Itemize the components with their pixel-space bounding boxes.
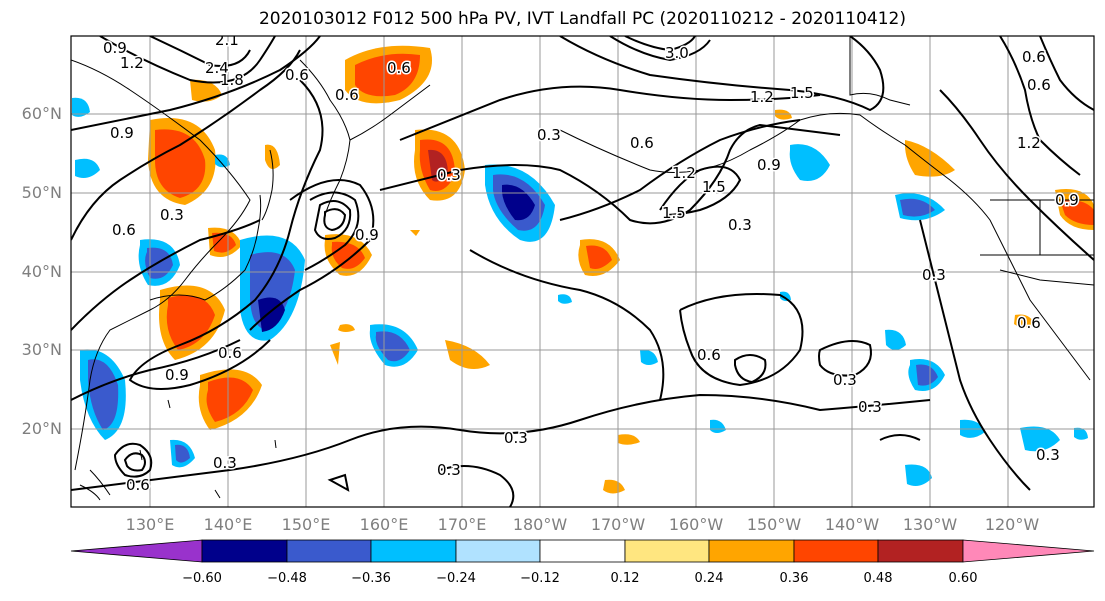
map-title: 2020103012 F012 500 hPa PV, IVT Landfall… <box>258 9 906 29</box>
contour-label: 1.5 <box>662 204 686 222</box>
lat-label: 20°N <box>21 419 62 438</box>
contour-label: 0.6 <box>335 86 359 104</box>
contour-label: 0.6 <box>1027 76 1051 94</box>
colorbar-tick-label: −0.36 <box>351 571 391 586</box>
contour-label: 0.6 <box>112 221 136 239</box>
lon-label: 140°W <box>824 515 880 534</box>
colorbar-tick-label: 0.60 <box>948 571 978 586</box>
lon-label: 180°W <box>512 515 568 534</box>
contour-label: 0.9 <box>110 124 134 142</box>
lon-label: 140°E <box>203 515 253 534</box>
colorbar <box>70 539 1095 563</box>
contour-label: 0.9 <box>355 226 379 244</box>
negative-anomaly-shading <box>72 97 1088 486</box>
contour-label: 0.6 <box>285 66 309 84</box>
contour-label: 0.3 <box>858 398 882 416</box>
colorbar-tick-label: 0.48 <box>863 571 893 586</box>
contour-label: 0.9 <box>757 156 781 174</box>
contour-label: 0.9 <box>1055 191 1079 209</box>
contour-label: 0.3 <box>504 429 528 447</box>
colorbar-segment <box>539 539 626 563</box>
lat-label: 30°N <box>21 340 62 359</box>
colorbar-segment <box>201 539 288 563</box>
contour-label: 0.9 <box>103 39 127 57</box>
contour-label: 0.6 <box>630 134 654 152</box>
lat-label: 40°N <box>21 262 62 281</box>
contour-label: 1.2 <box>120 54 144 72</box>
contour-labels: 0.9 1.2 2.1 2.4 1.8 0.6 0.6 3.0 1.2 1.5 … <box>102 31 1081 496</box>
colorbar-segment <box>708 539 795 563</box>
contour-label: 0.3 <box>437 461 461 479</box>
contour-label: 1.2 <box>750 88 774 106</box>
contour-label: 0.3 <box>922 266 946 284</box>
contour-label: 0.6 <box>1017 314 1041 332</box>
contour-label: 2.4 <box>205 59 229 77</box>
colorbar-segment <box>877 539 964 563</box>
contour-label: 0.6 <box>1022 48 1046 66</box>
colorbar-segment <box>370 539 457 563</box>
colorbar-extend-min <box>70 539 203 563</box>
colorbar-tick-label: −0.48 <box>267 571 307 586</box>
contour-label: 1.8 <box>220 71 244 89</box>
contour-label: 0.3 <box>213 454 237 472</box>
map-frame <box>70 35 1095 508</box>
contour-label: 0.6 <box>387 59 411 77</box>
colorbar-tick-label: −0.24 <box>436 571 476 586</box>
contour-label: 1.2 <box>672 164 696 182</box>
pv-contours <box>71 36 1094 507</box>
colorbar-segment <box>455 539 541 563</box>
contour-label: 0.6 <box>697 346 721 364</box>
lon-label: 130°W <box>902 515 958 534</box>
contour-label: 1.2 <box>1017 134 1041 152</box>
lon-label: 160°E <box>359 515 409 534</box>
contour-label: 0.3 <box>160 206 184 224</box>
colorbar-tick-label: −0.60 <box>182 571 222 586</box>
contour-label: 0.3 <box>1036 446 1060 464</box>
contour-label: 1.5 <box>702 178 726 196</box>
colorbar-extend-max <box>962 539 1095 563</box>
lat-label: 60°N <box>21 104 62 123</box>
colorbar-segment <box>793 539 879 563</box>
lon-label: 130°E <box>125 515 175 534</box>
colorbar-tick-label: 0.24 <box>694 571 724 586</box>
contour-label: 2.1 <box>215 31 239 49</box>
contour-label: 0.9 <box>165 366 189 384</box>
lon-label: 150°E <box>281 515 331 534</box>
lon-label: 170°E <box>437 515 487 534</box>
contour-label: 0.3 <box>833 371 857 389</box>
lon-label: 120°W <box>984 515 1040 534</box>
contour-label: 0.6 <box>218 344 242 362</box>
contour-label: 1.5 <box>790 84 814 102</box>
contour-label: 0.6 <box>126 476 150 494</box>
colorbar-tick-label: 0.12 <box>610 571 640 586</box>
colorbar-tick-label: 0.36 <box>779 571 809 586</box>
lat-label: 50°N <box>21 183 62 202</box>
contour-label: 0.3 <box>537 126 561 144</box>
colorbar-segment <box>624 539 710 563</box>
colorbar-segment <box>286 539 372 563</box>
lon-label: 160°W <box>668 515 724 534</box>
contour-label: 3.0 <box>665 44 689 62</box>
contour-label: 0.3 <box>728 216 752 234</box>
lon-label: 170°W <box>590 515 646 534</box>
lon-label: 150°W <box>746 515 802 534</box>
contour-label: 0.3 <box>437 166 461 184</box>
colorbar-tick-label: −0.12 <box>520 571 560 586</box>
